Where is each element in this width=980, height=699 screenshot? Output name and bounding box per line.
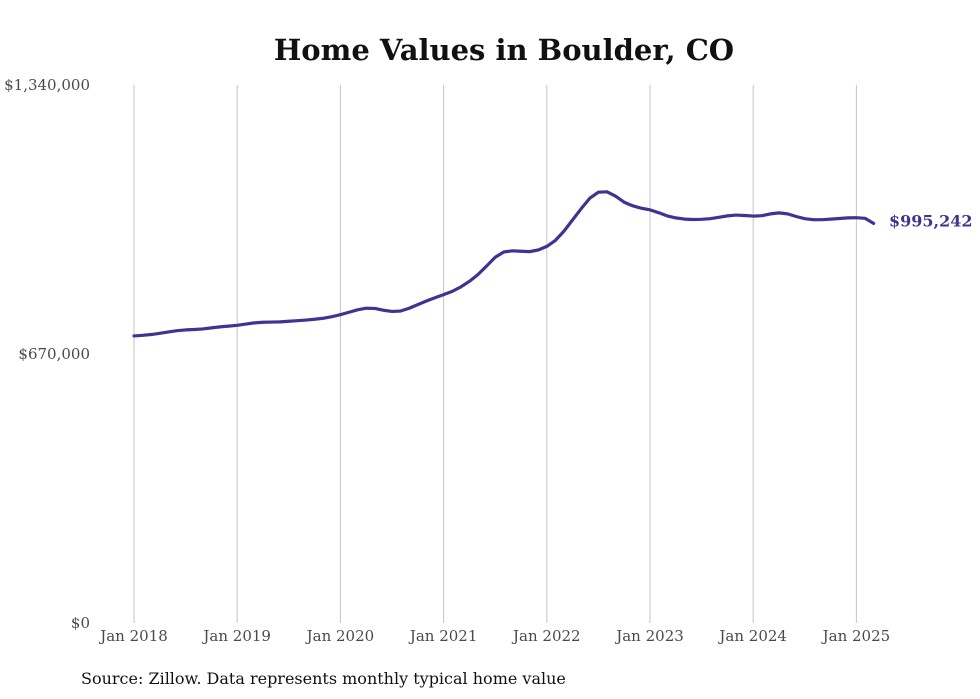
- x-tick-label: Jan 2022: [511, 627, 581, 645]
- x-tick-label: Jan 2024: [717, 627, 787, 645]
- grid-lines: [133, 85, 857, 623]
- source-note: Source: Zillow. Data represents monthly …: [81, 669, 566, 688]
- y-tick-label: $670,000: [18, 345, 90, 363]
- end-value-label: $995,242: [889, 211, 973, 230]
- x-tick-label: Jan 2020: [305, 627, 375, 645]
- x-tick-label: Jan 2025: [821, 627, 891, 645]
- y-tick-label: $1,340,000: [4, 76, 90, 94]
- x-tick-label: Jan 2023: [614, 627, 684, 645]
- x-axis-ticks: Jan 2018 Jan 2019 Jan 2020 Jan 2021 Jan 2022…: [98, 627, 890, 645]
- y-axis-ticks: $0 $670,000 $1,340,000: [4, 76, 90, 632]
- x-tick-label: Jan 2019: [201, 627, 271, 645]
- chart-title: Home Values in Boulder, CO: [274, 33, 734, 67]
- x-tick-label: Jan 2021: [408, 627, 478, 645]
- y-tick-label: $0: [71, 614, 90, 632]
- series-layer: [132, 190, 876, 338]
- x-tick-label: Jan 2018: [98, 627, 168, 645]
- series-line: [132, 190, 876, 338]
